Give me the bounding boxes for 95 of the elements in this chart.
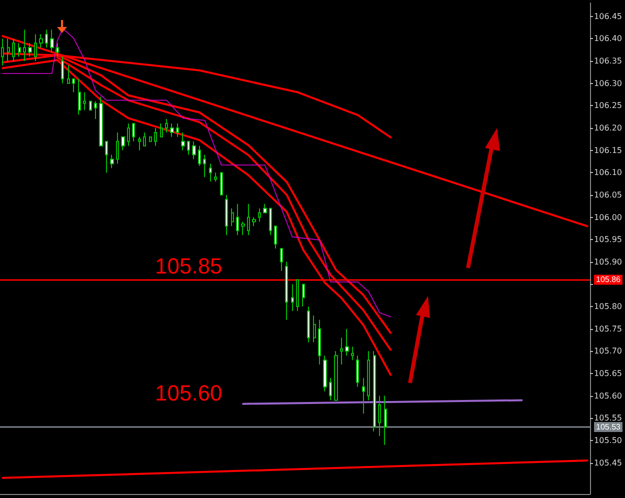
candlestick xyxy=(50,29,54,53)
y-tick-label: 106.15 xyxy=(594,146,622,155)
candlestick xyxy=(39,34,43,48)
candlestick xyxy=(105,140,108,174)
candlestick xyxy=(83,92,86,111)
candlestick xyxy=(296,279,299,312)
candlestick xyxy=(143,132,146,146)
y-tick-label: 105.75 xyxy=(594,324,622,334)
candlestick xyxy=(187,140,190,156)
candlestick xyxy=(220,172,223,196)
y-tick-label: 105.80 xyxy=(594,302,622,312)
candlestick xyxy=(356,355,359,388)
candlestick xyxy=(362,377,365,414)
candlestick xyxy=(269,208,272,236)
candlestick xyxy=(72,78,75,93)
y-tick-label: 105.50 xyxy=(594,436,622,445)
candlestick xyxy=(373,350,376,432)
candlestick xyxy=(323,355,327,392)
candlestick xyxy=(241,221,245,236)
candlestick xyxy=(127,123,130,146)
y-tick-label: 106.30 xyxy=(594,78,622,88)
candlestick xyxy=(160,123,163,138)
candlestick xyxy=(56,42,59,58)
candlestick xyxy=(176,123,179,138)
candlestick xyxy=(67,64,70,84)
candlestick xyxy=(154,127,157,146)
y-tick-label: 106.45 xyxy=(594,12,622,21)
candlestick xyxy=(203,154,206,178)
ref-line-label: 105.53 xyxy=(596,422,622,432)
candlestick xyxy=(1,38,4,66)
annotation: 105.60 xyxy=(155,380,222,406)
candlestick xyxy=(78,78,81,116)
candlestick xyxy=(280,248,283,272)
candlestick xyxy=(34,34,37,62)
candlestick xyxy=(285,261,288,320)
candlestick xyxy=(116,132,119,164)
candlestick xyxy=(225,194,228,236)
candlestick xyxy=(252,216,256,227)
ref-line-label: 105.86 xyxy=(596,275,622,284)
candlestick xyxy=(110,154,114,169)
candlestick xyxy=(334,350,338,401)
candlestick xyxy=(28,42,32,58)
candlestick xyxy=(7,38,10,62)
candlestick xyxy=(313,314,316,343)
y-tick-label: 106.00 xyxy=(594,212,622,222)
candlestick xyxy=(318,319,321,366)
candlestick xyxy=(367,350,370,401)
candlestick xyxy=(345,328,349,356)
candlestick xyxy=(149,136,152,142)
candlestick xyxy=(307,306,310,343)
candlestick xyxy=(132,123,135,142)
candlestick xyxy=(165,118,168,133)
candlestick xyxy=(209,163,212,182)
candlestick xyxy=(329,377,332,401)
candlestick xyxy=(138,136,141,151)
candlestick xyxy=(121,136,125,151)
candlestick xyxy=(89,100,92,111)
candlestick xyxy=(258,208,261,222)
annotation: 105.85 xyxy=(155,254,222,278)
y-tick-label: 106.35 xyxy=(594,56,622,66)
y-tick-label: 106.05 xyxy=(594,190,622,200)
candlestick xyxy=(170,123,174,138)
candlestick xyxy=(302,284,305,308)
y-tick-label: 106.10 xyxy=(594,168,622,178)
candlestick xyxy=(340,337,343,366)
y-tick-label: 105.55 xyxy=(594,414,622,423)
y-tick-label: 106.20 xyxy=(594,123,622,132)
y-tick-label: 105.95 xyxy=(594,235,622,244)
candlestick xyxy=(291,284,294,312)
y-tick-label: 106.40 xyxy=(594,34,622,44)
candlestick xyxy=(181,132,185,151)
candlestick xyxy=(378,395,381,436)
y-tick-label: 105.60 xyxy=(594,391,622,400)
candlestick xyxy=(94,100,97,120)
candlestick xyxy=(231,208,234,227)
y-tick-label: 106.25 xyxy=(594,101,622,110)
candlestick xyxy=(45,29,48,48)
y-tick-label: 105.45 xyxy=(594,458,622,468)
candlestick xyxy=(192,140,196,160)
candlestick xyxy=(99,96,103,146)
candlestick xyxy=(247,203,250,236)
candlestick xyxy=(236,203,239,236)
candlestick xyxy=(23,29,26,62)
candlestick xyxy=(18,42,21,58)
candlestick xyxy=(263,203,267,214)
candlestick xyxy=(384,395,387,446)
candlestick xyxy=(198,145,201,166)
candlestick xyxy=(61,56,64,84)
candlestick xyxy=(351,346,354,361)
y-tick-label: 105.65 xyxy=(594,368,622,378)
candlestick xyxy=(274,226,277,249)
candlestick xyxy=(214,172,217,182)
candlestick xyxy=(12,38,15,62)
y-tick-label: 105.70 xyxy=(594,346,622,356)
y-tick-label: 105.90 xyxy=(594,257,622,266)
